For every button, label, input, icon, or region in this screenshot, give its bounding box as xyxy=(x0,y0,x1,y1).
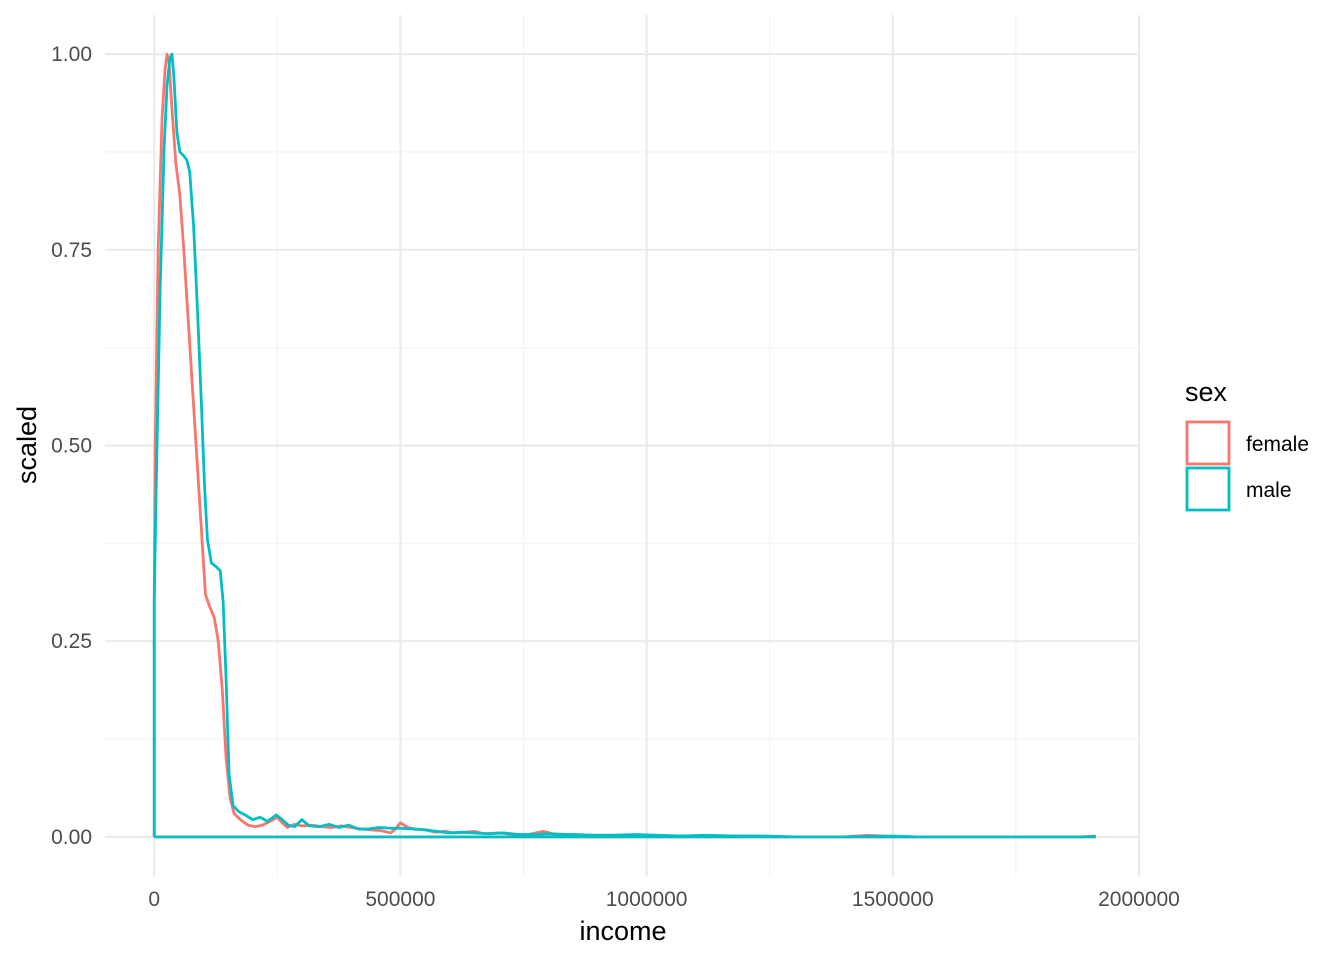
series-lines xyxy=(152,52,1097,839)
y-tick-label: 0.50 xyxy=(51,435,92,458)
legend-title: sex xyxy=(1185,377,1228,407)
x-tick-label: 1000000 xyxy=(606,888,688,911)
legend-label-female: female xyxy=(1246,433,1309,456)
legend-label-male: male xyxy=(1246,479,1292,502)
y-tick-label: 0.25 xyxy=(51,630,92,653)
x-tick-label: 0 xyxy=(148,888,160,911)
y-axis-title: scaled xyxy=(12,406,42,484)
legend-key-male xyxy=(1185,466,1231,512)
legend-key-female xyxy=(1185,420,1231,466)
series-line-male xyxy=(152,52,1097,839)
x-tick-label: 2000000 xyxy=(1098,888,1180,911)
y-tick-label: 0.00 xyxy=(51,826,92,849)
y-axis-tick-labels: 0.00 0.25 0.50 0.75 1.00 xyxy=(51,43,92,849)
x-tick-label: 500000 xyxy=(365,888,435,911)
x-axis-tick-labels: 0 500000 1000000 1500000 2000000 xyxy=(148,888,1179,911)
y-tick-label: 1.00 xyxy=(51,43,92,66)
major-gridlines-y xyxy=(105,53,1139,838)
x-axis-title: income xyxy=(579,916,666,946)
y-tick-label: 0.75 xyxy=(51,239,92,262)
legend: sex female male xyxy=(1185,377,1309,512)
x-tick-label: 1500000 xyxy=(852,888,934,911)
